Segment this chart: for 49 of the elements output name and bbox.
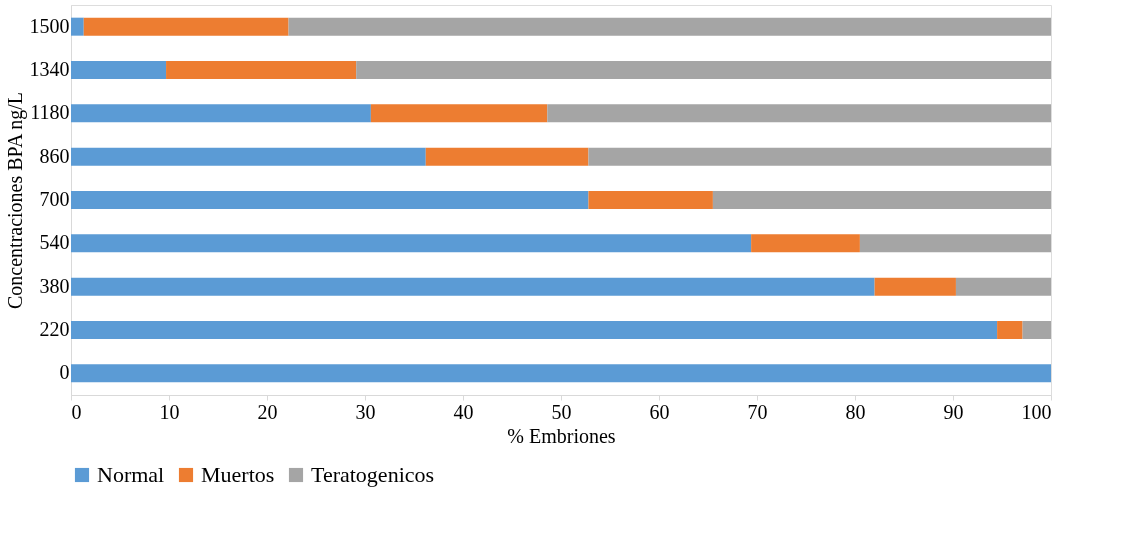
bar	[71, 321, 998, 339]
bar	[71, 234, 752, 253]
bar	[712, 191, 1051, 209]
bar	[588, 191, 713, 209]
bar	[166, 61, 357, 79]
bar	[370, 104, 548, 123]
x-tick-label: 70	[747, 400, 768, 423]
x-tick-label: 40	[453, 400, 474, 423]
y-tick-label: 0	[59, 361, 70, 384]
y-tick-label: 1180	[30, 101, 70, 124]
bar	[71, 147, 426, 166]
x-tick-label: 100	[1021, 400, 1052, 423]
y-tick-label: 1340	[29, 58, 70, 80]
x-tick-label: 80	[845, 400, 866, 423]
y-tick-label: 380	[39, 274, 70, 297]
x-tick-label: 90	[943, 400, 964, 423]
x-tick-label: 30	[355, 400, 376, 423]
bar	[425, 147, 589, 166]
legend-label: Muertos	[201, 462, 275, 487]
bar	[71, 104, 371, 123]
legend-label: Teratogenicos	[311, 462, 435, 487]
bar	[1022, 321, 1051, 339]
x-tick-label: 50	[551, 400, 572, 423]
bar	[71, 17, 84, 36]
x-tick-label: 10	[159, 400, 180, 423]
bar	[955, 277, 1051, 296]
x-tick-label: 60	[649, 400, 670, 423]
x-axis-title: % Embriones	[507, 424, 616, 447]
bar	[751, 234, 860, 253]
bar	[997, 321, 1023, 339]
x-tick-label: 20	[257, 400, 278, 423]
y-tick-label: 860	[39, 144, 70, 167]
bar	[288, 17, 1051, 36]
bar	[71, 61, 167, 79]
y-tick-label: 540	[39, 231, 70, 254]
bar	[83, 17, 289, 36]
bar	[547, 104, 1051, 123]
bar	[71, 191, 589, 209]
bar	[588, 147, 1051, 166]
bar	[71, 364, 1051, 383]
bar	[859, 234, 1051, 253]
y-tick-label: 1500	[29, 14, 70, 37]
bar	[874, 277, 956, 296]
legend-label: Normal	[97, 462, 165, 487]
y-tick-label: 220	[39, 318, 70, 340]
bar	[356, 61, 1051, 79]
bar	[71, 277, 875, 296]
y-axis-title: Concentraciones BPA ng/L	[3, 91, 27, 310]
y-tick-label: 700	[39, 188, 70, 210]
